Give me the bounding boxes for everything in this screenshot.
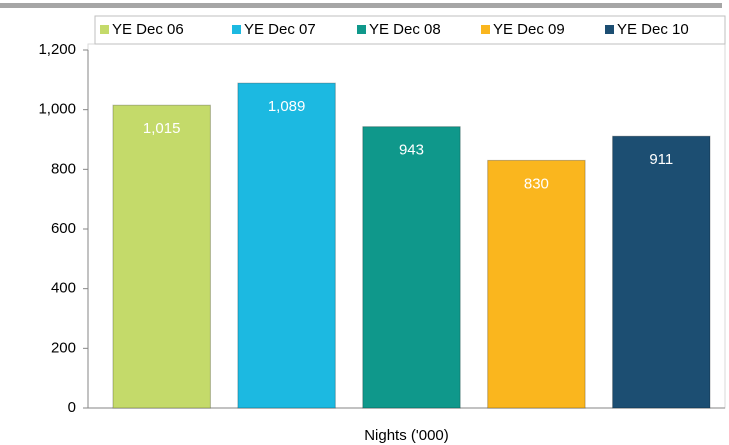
- legend-swatch: [481, 25, 490, 34]
- legend-swatch: [232, 25, 241, 34]
- legend-label: YE Dec 08: [369, 21, 441, 38]
- bar: [112, 104, 211, 409]
- value-label: 911: [649, 151, 673, 168]
- y-tick-label: 600: [51, 220, 76, 237]
- legend-box: [94, 15, 726, 45]
- value-label: 1,015: [143, 120, 181, 137]
- legend-label: YE Dec 09: [493, 21, 565, 38]
- legend-swatch: [100, 25, 109, 34]
- legend-swatch: [357, 25, 366, 34]
- bar: [612, 135, 711, 409]
- bar: [487, 159, 586, 409]
- bar: [237, 82, 336, 409]
- value-label: 943: [399, 142, 424, 159]
- y-tick-label: 400: [51, 280, 76, 297]
- y-tick-label: 1,000: [38, 101, 76, 118]
- y-tick-label: 200: [51, 339, 76, 356]
- legend-label: YE Dec 10: [617, 21, 689, 38]
- legend-label: YE Dec 06: [112, 21, 184, 38]
- bar: [362, 126, 461, 409]
- y-tick-label: 800: [51, 160, 76, 177]
- header-bar: [0, 3, 722, 8]
- x-axis-label: Nights ('000): [364, 427, 449, 444]
- y-tick-label: 0: [68, 399, 76, 416]
- y-tick-label: 1,200: [38, 41, 76, 58]
- legend-swatch: [605, 25, 614, 34]
- legend-label: YE Dec 07: [244, 21, 316, 38]
- value-label: 830: [524, 175, 549, 192]
- value-label: 1,089: [268, 98, 306, 115]
